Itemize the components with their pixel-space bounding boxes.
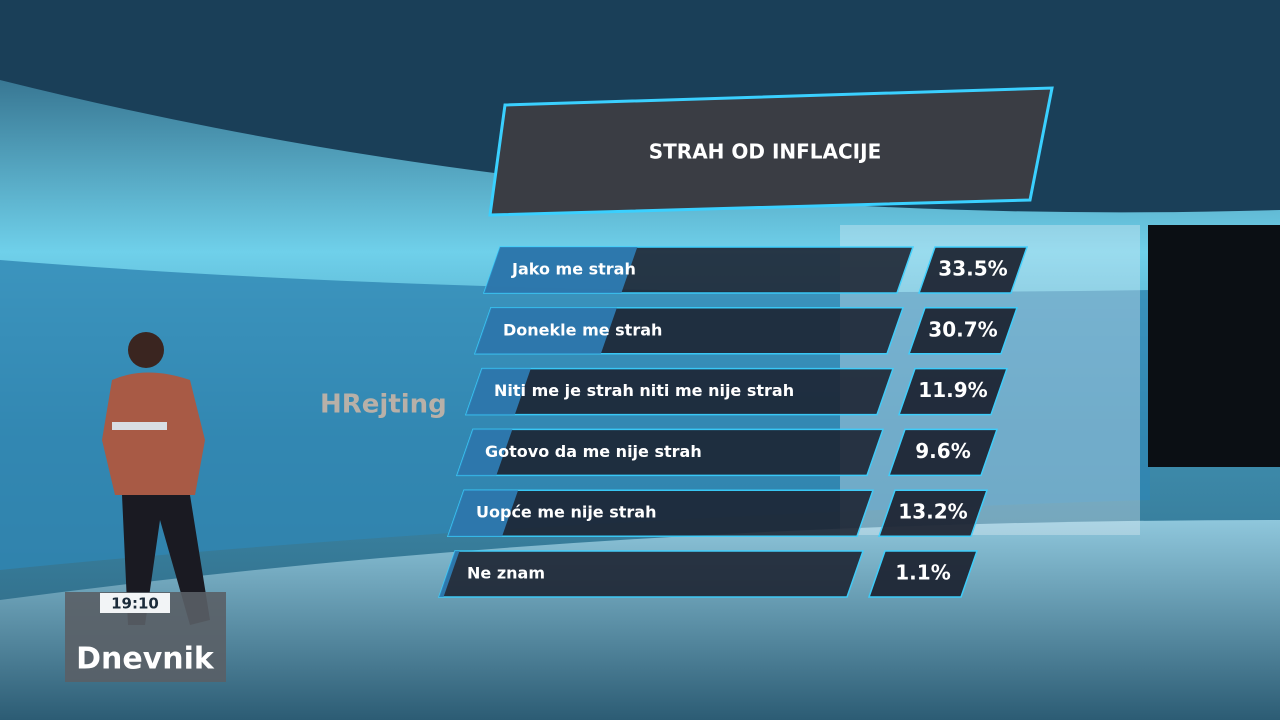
category-label: Niti me je strah niti me nije strah bbox=[494, 381, 794, 400]
side-screen bbox=[1148, 225, 1280, 467]
value-box bbox=[897, 367, 1009, 416]
bar bbox=[484, 247, 638, 293]
value-label: 11.9% bbox=[918, 378, 987, 402]
value-label: 1.1% bbox=[895, 561, 950, 585]
bars: Jako me strah 33.5% Donekle me strah 30.7% N… bbox=[437, 246, 1029, 598]
bar bbox=[475, 307, 617, 354]
chart-title: STRAH OD INFLACIJE bbox=[649, 140, 881, 164]
clock: 19:10 bbox=[111, 595, 159, 613]
value-box bbox=[877, 489, 989, 537]
bar bbox=[457, 429, 513, 476]
value-box bbox=[917, 246, 1029, 294]
show-bug: 19:10 Dnevnik bbox=[65, 592, 226, 682]
category-label: Jako me strah bbox=[511, 260, 636, 279]
title-panel bbox=[488, 86, 1054, 217]
category-label: Gotovo da me nije strah bbox=[485, 442, 702, 461]
value-box bbox=[887, 428, 999, 477]
value-label: 30.7% bbox=[928, 317, 997, 341]
value-label: 33.5% bbox=[938, 257, 1007, 281]
bar bbox=[466, 368, 531, 415]
value-box bbox=[867, 550, 979, 598]
show-name: Dnevnik bbox=[76, 642, 215, 677]
value-label: 9.6% bbox=[915, 439, 970, 463]
category-label: Donekle me strah bbox=[503, 320, 662, 339]
bar bbox=[448, 490, 519, 537]
logo: HRejting bbox=[320, 390, 447, 420]
value-box bbox=[907, 307, 1019, 355]
bar bbox=[439, 551, 460, 597]
category-label: Ne znam bbox=[467, 564, 545, 583]
value-label: 13.2% bbox=[898, 500, 967, 524]
category-label: Uopće me nije strah bbox=[476, 503, 656, 522]
